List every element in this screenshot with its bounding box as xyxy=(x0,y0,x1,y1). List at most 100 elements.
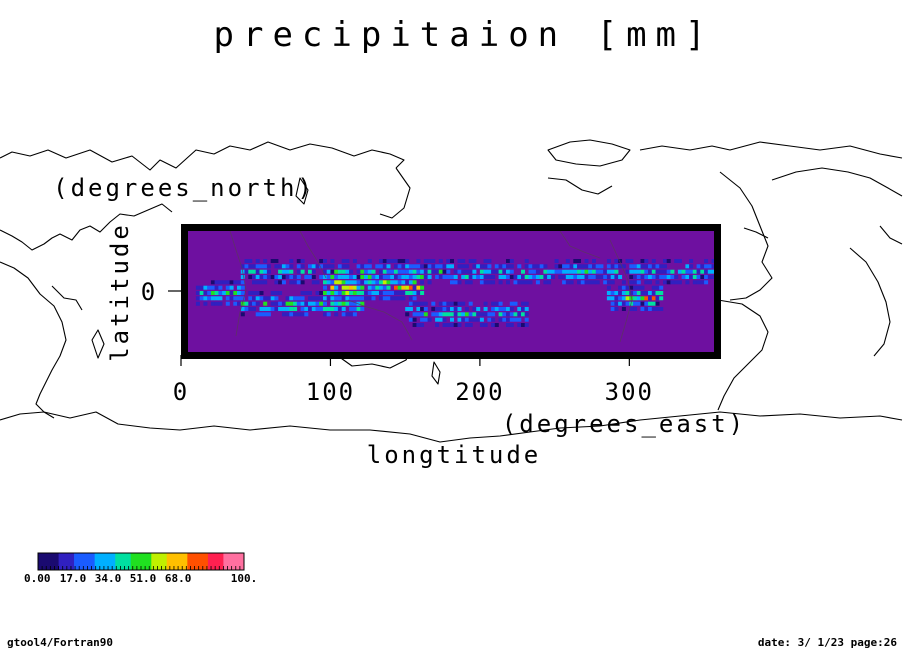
heatmap-cell xyxy=(659,264,664,269)
heatmap-cell xyxy=(696,280,701,285)
heatmap-cell xyxy=(334,296,339,301)
heatmap-cell xyxy=(210,301,215,306)
heatmap-cell xyxy=(285,275,290,279)
heatmap-cell xyxy=(584,269,589,274)
heatmap-cell xyxy=(244,307,249,311)
heatmap-cell xyxy=(356,307,361,311)
heatmap-cell xyxy=(535,280,540,285)
heatmap-cell xyxy=(453,280,458,285)
heatmap-cell xyxy=(457,301,462,306)
heatmap-cell xyxy=(364,291,369,295)
heatmap-cell xyxy=(252,264,256,269)
heatmap-cell xyxy=(606,296,611,301)
heatmap-cell xyxy=(222,280,227,285)
heatmap-cell xyxy=(308,275,312,279)
heatmap-cell xyxy=(461,301,466,306)
heatmap-cell xyxy=(379,285,383,290)
heatmap-cell xyxy=(588,269,593,274)
coastline-africa-east xyxy=(51,285,83,311)
heatmap-cell xyxy=(685,264,690,269)
y-axis-label: latitude xyxy=(106,222,134,362)
heatmap-cell xyxy=(502,269,507,274)
heatmap-cell xyxy=(289,264,294,269)
heatmap-cell xyxy=(644,307,649,311)
footer-software: gtool4/Fortran90 xyxy=(7,636,113,649)
heatmap-cell xyxy=(636,264,641,269)
heatmap-cell xyxy=(468,312,473,317)
heatmap-cell xyxy=(281,301,286,306)
heatmap-cell xyxy=(323,275,327,279)
heatmap-cell xyxy=(397,291,402,295)
x-tick-label: 100 xyxy=(306,378,355,406)
heatmap-cell xyxy=(446,307,451,311)
heatmap-cell xyxy=(278,269,283,274)
heatmap-cell xyxy=(603,269,608,274)
heatmap-cell xyxy=(341,259,346,263)
heatmap-cell xyxy=(528,280,533,285)
heatmap-cell xyxy=(450,275,454,279)
heatmap-cell xyxy=(371,296,376,301)
heatmap-cell xyxy=(506,264,510,269)
heatmap-cell xyxy=(326,291,331,295)
heatmap-cell xyxy=(506,259,510,263)
heatmap-cell xyxy=(543,275,548,279)
heatmap-cell xyxy=(233,296,238,301)
heatmap-cell xyxy=(442,312,447,317)
heatmap-cell xyxy=(528,264,533,269)
coastline-north-america xyxy=(719,171,773,301)
heatmap-cell xyxy=(532,264,537,269)
heatmap-cell xyxy=(356,275,361,279)
heatmap-cell xyxy=(506,275,510,279)
heatmap-cell xyxy=(240,307,245,311)
heatmap-cell xyxy=(382,291,387,295)
heatmap-cell xyxy=(420,323,425,327)
heatmap-cell xyxy=(341,285,346,290)
heatmap-cell xyxy=(323,291,327,295)
heatmap-cell xyxy=(349,269,354,274)
heatmap-cell xyxy=(487,275,492,279)
heatmap-cell xyxy=(457,312,462,317)
heatmap-cell xyxy=(588,264,593,269)
heatmap-cell xyxy=(397,280,402,285)
coastline-arctic-island xyxy=(547,139,631,167)
heatmap-cell xyxy=(334,307,339,311)
heatmap-cell xyxy=(491,301,496,306)
heatmap-cell xyxy=(330,285,335,290)
heatmap-cell xyxy=(584,264,589,269)
heatmap-cell xyxy=(464,312,469,317)
heatmap-cell xyxy=(677,269,682,274)
heatmap-cell xyxy=(352,275,357,279)
heatmap-cell xyxy=(218,296,223,301)
heatmap-cell xyxy=(438,307,443,311)
heatmap-cell xyxy=(644,301,649,306)
heatmap-cell xyxy=(606,264,611,269)
heatmap-cell xyxy=(651,291,656,295)
heatmap-cell xyxy=(326,275,331,279)
heatmap-cell xyxy=(640,285,645,290)
heatmap-cell xyxy=(352,280,357,285)
heatmap-cell xyxy=(640,264,645,269)
heatmap-cell xyxy=(300,296,305,301)
heatmap-cell xyxy=(263,280,268,285)
heatmap-cell xyxy=(547,269,552,274)
heatmap-cell xyxy=(681,269,686,274)
heatmap-cell xyxy=(244,269,249,274)
heatmap-cell xyxy=(640,259,645,263)
heatmap-cell xyxy=(311,301,316,306)
heatmap-cell xyxy=(524,317,529,322)
heatmap-cell xyxy=(293,301,298,306)
heatmap-cell xyxy=(397,269,402,274)
heatmap-cell xyxy=(506,323,510,327)
heatmap-cell xyxy=(464,317,469,322)
heatmap-cell xyxy=(323,259,327,263)
heatmap-cell xyxy=(379,280,383,285)
heatmap-cell xyxy=(330,269,335,274)
heatmap-cell xyxy=(614,301,619,306)
heatmap-cell xyxy=(248,275,253,279)
colorbar-segment xyxy=(84,553,90,570)
heatmap-cell xyxy=(592,264,596,269)
heatmap-cell xyxy=(412,285,417,290)
heatmap-cell xyxy=(494,323,499,327)
heatmap-cell xyxy=(326,264,331,269)
heatmap-cell xyxy=(225,301,230,306)
